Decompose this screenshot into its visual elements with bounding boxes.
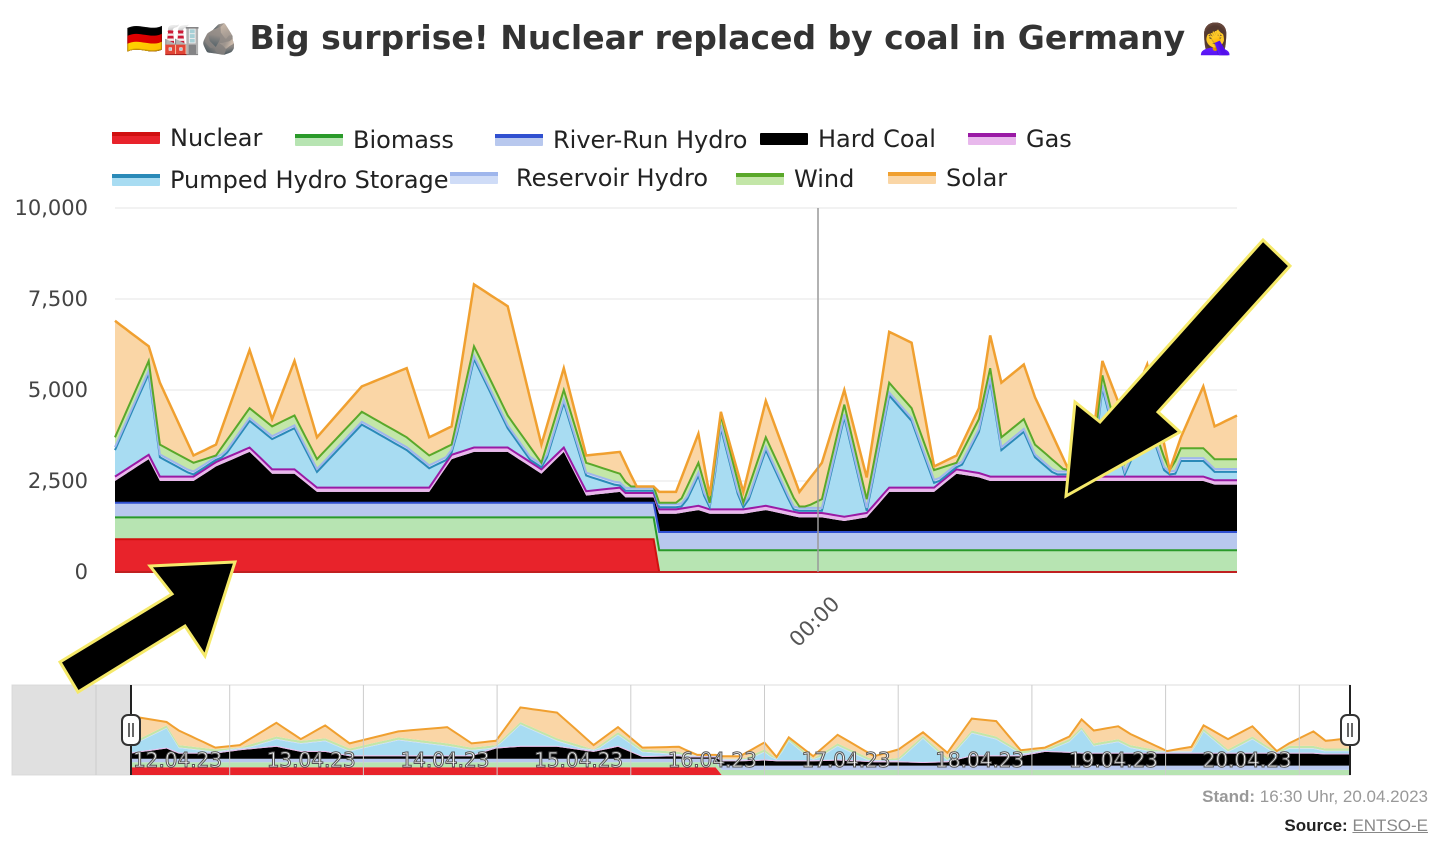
legend-item-biomass[interactable]: Biomass bbox=[295, 126, 454, 154]
navigator-mask bbox=[12, 685, 130, 775]
legend-swatch-nuclear bbox=[112, 132, 160, 144]
nav-area-hard-coal bbox=[130, 746, 1350, 766]
legend-swatch-pumped-hydro-storage bbox=[112, 174, 160, 186]
legend-item-gas[interactable]: Gas bbox=[968, 125, 1072, 153]
legend-item-solar[interactable]: Solar bbox=[888, 164, 1007, 192]
stand-label: Stand: bbox=[1202, 787, 1256, 806]
legend-swatch-gas bbox=[968, 133, 1016, 145]
y-tick-label: 7,500 bbox=[28, 287, 88, 311]
nav-area-pumped-hydro-storage bbox=[130, 725, 1350, 762]
navigator-date-label: 16.04.23 bbox=[668, 748, 757, 772]
nav-area-solar bbox=[130, 707, 1350, 760]
area-hard-coal bbox=[115, 451, 1237, 532]
navigator-date-label: 19.04.23 bbox=[1069, 748, 1158, 772]
legend-item-river-run-hydro[interactable]: River-Run Hydro bbox=[495, 126, 747, 154]
line-wind bbox=[114, 343, 1237, 508]
legend-swatch-river-run-hydro bbox=[495, 134, 543, 146]
y-tick-label: 0 bbox=[75, 560, 88, 584]
legend-swatch-reservoir-hydro bbox=[450, 172, 498, 184]
footer-source: Source: ENTSO-E bbox=[1284, 816, 1428, 836]
title-text: Big surprise! Nuclear replaced by coal i… bbox=[249, 18, 1186, 57]
navigator-date-label: 17.04.23 bbox=[802, 748, 891, 772]
legend-label-hard-coal: Hard Coal bbox=[818, 125, 936, 153]
navigator-date-labels: 12.04.23 13.04.23 14.04.23 15.04.23 16.04.23… bbox=[133, 748, 1293, 773]
arrow-coal bbox=[1064, 237, 1293, 499]
source-link[interactable]: ENTSO-E bbox=[1352, 816, 1428, 835]
area-river-run-hydro bbox=[115, 502, 1237, 551]
legend-swatch-wind bbox=[736, 173, 784, 185]
title-emoji-prefix: 🇩🇪🏭🪨 bbox=[125, 22, 238, 57]
legend-label-wind: Wind bbox=[794, 165, 855, 193]
legend-item-nuclear[interactable]: Nuclear bbox=[112, 124, 262, 152]
area-pumped-hydro-storage bbox=[115, 359, 1237, 517]
marker-label: 00:00 bbox=[785, 592, 845, 652]
navigator-date-label: 18.04.23 bbox=[935, 748, 1024, 772]
stacked-areas bbox=[114, 282, 1238, 573]
line-biomass bbox=[115, 516, 1237, 552]
legend-swatch-hard-coal bbox=[760, 133, 808, 145]
navigator-handle-left[interactable] bbox=[121, 714, 141, 746]
y-tick-label: 10,000 bbox=[15, 196, 88, 220]
navigator-date-label: 13.04.23 bbox=[267, 748, 356, 772]
legend-label-nuclear: Nuclear bbox=[170, 124, 263, 152]
navigator-date-label: 20.04.23 bbox=[1203, 748, 1292, 772]
area-nuclear bbox=[115, 539, 1237, 572]
legend-item-pumped-hydro-storage[interactable]: Pumped Hydro Storage bbox=[112, 166, 449, 194]
navigator-date-label: 15.04.23 bbox=[534, 748, 623, 772]
chart-legend: Nuclear Biomass River-Run Hydro Hard Coa… bbox=[0, 0, 1430, 200]
stand-value: 16:30 Uhr, 20.04.2023 bbox=[1259, 787, 1428, 806]
legend-label-solar: Solar bbox=[946, 164, 1008, 192]
legend-label-gas: Gas bbox=[1026, 125, 1072, 153]
title-emoji-suffix: 🤦‍♀️ bbox=[1196, 22, 1235, 57]
arrow-nuclear bbox=[57, 560, 238, 695]
nav-area-biomass bbox=[130, 762, 1350, 775]
legend-label-reservoir-hydro: Reservoir Hydro bbox=[516, 164, 709, 192]
navigator-date-label: 12.04.23 bbox=[133, 748, 222, 772]
nav-area-nuclear bbox=[130, 767, 1350, 775]
line-solar bbox=[114, 282, 1238, 497]
legend-label-river-run-hydro: River-Run Hydro bbox=[553, 126, 748, 154]
footer-timestamp: Stand: 16:30 Uhr, 20.04.2023 bbox=[1202, 787, 1428, 807]
legend-item-reservoir-hydro[interactable]: Reservoir Hydro bbox=[450, 164, 708, 192]
legend-label-biomass: Biomass bbox=[353, 126, 454, 154]
line-reservoir-hydro bbox=[114, 353, 1237, 509]
y-tick-label: 5,000 bbox=[28, 378, 88, 402]
y-tick-label: 2,500 bbox=[28, 469, 88, 493]
line-river-run-hydro bbox=[115, 501, 1237, 533]
legend-item-wind[interactable]: Wind bbox=[736, 165, 854, 193]
source-label: Source: bbox=[1284, 816, 1348, 835]
legend-label-pumped-hydro-storage: Pumped Hydro Storage bbox=[170, 166, 449, 194]
legend-swatch-biomass bbox=[295, 134, 343, 146]
area-biomass bbox=[115, 517, 1237, 572]
area-solar bbox=[115, 284, 1237, 507]
page-title: 🇩🇪🏭🪨 Big surprise! Nuclear replaced by c… bbox=[0, 18, 1360, 57]
line-pumped-hydro-storage bbox=[114, 356, 1237, 512]
line-gas bbox=[114, 445, 1237, 518]
y-axis: 10,000 7,500 5,000 2,500 0 bbox=[15, 196, 88, 584]
navigator-handle-right[interactable] bbox=[1340, 714, 1360, 746]
range-navigator[interactable] bbox=[11, 684, 1360, 776]
nav-area-river-run-hydro bbox=[130, 758, 1350, 770]
nav-line-solar bbox=[129, 706, 1351, 759]
legend-item-hard-coal[interactable]: Hard Coal bbox=[760, 125, 936, 153]
annotation-arrows bbox=[57, 237, 1293, 695]
navigator-date-label: 14.04.23 bbox=[400, 748, 489, 772]
legend-swatch-solar bbox=[888, 172, 936, 184]
